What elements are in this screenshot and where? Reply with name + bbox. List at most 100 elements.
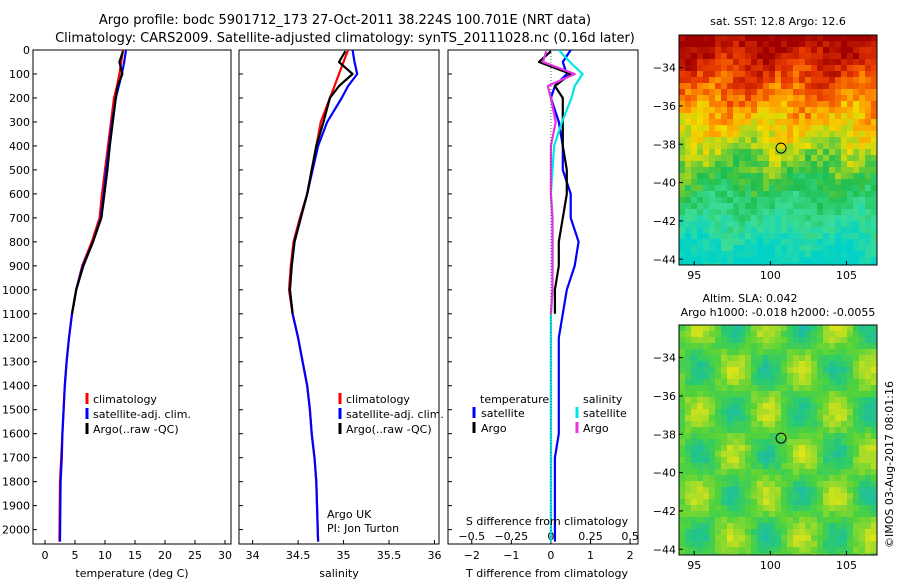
heatmap-cell: [727, 499, 734, 506]
heatmap-cell: [865, 427, 872, 434]
heatmap-cell: [793, 457, 800, 464]
heatmap-cell: [787, 547, 794, 554]
heatmap-cell: [733, 209, 740, 216]
heatmap-cell: [835, 457, 842, 464]
heatmap-cell: [739, 541, 746, 548]
heatmap-cell: [697, 83, 704, 90]
y-tick-label: 1400: [2, 380, 30, 393]
y-tick-label: 500: [9, 164, 30, 177]
heatmap-cell: [685, 541, 692, 548]
heatmap-cell: [841, 221, 848, 228]
heatmap-cell: [745, 65, 752, 72]
heatmap-cell: [835, 41, 842, 48]
heatmap-cell: [697, 337, 704, 344]
heatmap-cell: [811, 203, 818, 210]
heatmap-cell: [817, 59, 824, 66]
heatmap-cell: [733, 125, 740, 132]
heatmap-cell: [733, 167, 740, 174]
heatmap-cell: [697, 409, 704, 416]
heatmap-cell: [811, 379, 818, 386]
heatmap-cell: [757, 143, 764, 150]
heatmap-cell: [835, 373, 842, 380]
heatmap-cell: [775, 125, 782, 132]
heatmap-cell: [781, 331, 788, 338]
heatmap-cell: [733, 233, 740, 240]
heatmap-cell: [775, 89, 782, 96]
heatmap-cell: [757, 361, 764, 368]
heatmap-cell: [811, 439, 818, 446]
heatmap-cell: [805, 95, 812, 102]
heatmap-cell: [745, 89, 752, 96]
heatmap-cell: [739, 343, 746, 350]
heatmap-cell: [709, 427, 716, 434]
heatmap-cell: [715, 53, 722, 60]
heatmap-cell: [811, 553, 818, 555]
heatmap-cell: [823, 535, 830, 542]
heatmap-cell: [697, 475, 704, 482]
heatmap-cell: [823, 227, 830, 234]
heatmap-cell: [709, 191, 716, 198]
heatmap-cell: [685, 173, 692, 180]
heatmap-cell: [841, 397, 848, 404]
heatmap-cell: [697, 143, 704, 150]
heatmap-cell: [727, 475, 734, 482]
heatmap-cell: [757, 35, 764, 42]
heatmap-cell: [781, 185, 788, 192]
heatmap-cell: [691, 101, 698, 108]
heatmap-cell: [769, 245, 776, 252]
heatmap-cell: [805, 167, 812, 174]
heatmap-cell: [829, 209, 836, 216]
heatmap-cell: [829, 233, 836, 240]
heatmap-cell: [829, 355, 836, 362]
heatmap-cell: [691, 71, 698, 78]
heatmap-cell: [685, 119, 692, 126]
heatmap-cell: [859, 547, 866, 554]
heatmap-cell: [775, 83, 782, 90]
heatmap-cell: [739, 47, 746, 54]
heatmap-cell: [721, 101, 728, 108]
heatmap-cell: [871, 89, 877, 96]
heatmap-cell: [751, 227, 758, 234]
heatmap-cell: [799, 403, 806, 410]
heatmap-cell: [709, 215, 716, 222]
heatmap-cell: [787, 53, 794, 60]
heatmap-cell: [775, 457, 782, 464]
heatmap-cell: [697, 373, 704, 380]
heatmap-cell: [799, 385, 806, 392]
heatmap-cell: [757, 511, 764, 518]
heatmap-cell: [727, 379, 734, 386]
heatmap-cell: [835, 385, 842, 392]
heatmap-cell: [811, 367, 818, 374]
heatmap-cell: [799, 421, 806, 428]
heatmap-cell: [835, 185, 842, 192]
heatmap-cell: [727, 41, 734, 48]
heatmap-cell: [679, 547, 686, 554]
heatmap-cell: [853, 209, 860, 216]
heatmap-cell: [817, 367, 824, 374]
heatmap-cell: [865, 47, 872, 54]
heatmap-cell: [739, 451, 746, 458]
heatmap-cell: [709, 125, 716, 132]
heatmap-cell: [835, 119, 842, 126]
heatmap-cell: [793, 517, 800, 524]
heatmap-cell: [739, 125, 746, 132]
heatmap-cell: [823, 119, 830, 126]
heatmap-cell: [829, 197, 836, 204]
heatmap-cell: [697, 71, 704, 78]
heatmap-cell: [703, 367, 710, 374]
heatmap-cell: [763, 191, 770, 198]
heatmap-cell: [709, 119, 716, 126]
heatmap-cell: [793, 391, 800, 398]
heatmap-cell: [751, 263, 758, 265]
heatmap-cell: [685, 95, 692, 102]
heatmap-cell: [679, 361, 686, 368]
heatmap-cell: [751, 541, 758, 548]
heatmap-cell: [811, 107, 818, 114]
x-tick-label: 0: [42, 549, 49, 562]
heatmap-cell: [865, 457, 872, 464]
heatmap-cell: [781, 191, 788, 198]
heatmap-cell: [691, 35, 698, 42]
heatmap-cell: [697, 197, 704, 204]
heatmap-cell: [745, 209, 752, 216]
heatmap-cell: [703, 251, 710, 258]
